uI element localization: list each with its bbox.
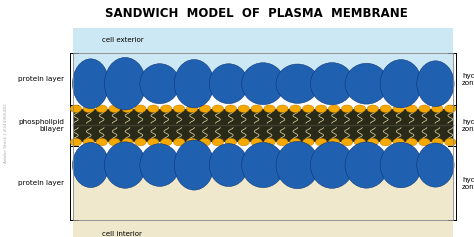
Ellipse shape	[290, 138, 301, 146]
Ellipse shape	[380, 105, 392, 113]
Ellipse shape	[212, 105, 224, 113]
Ellipse shape	[367, 105, 379, 113]
Ellipse shape	[328, 138, 340, 146]
Ellipse shape	[73, 142, 109, 187]
Ellipse shape	[73, 59, 109, 109]
Ellipse shape	[238, 138, 249, 146]
Ellipse shape	[199, 105, 210, 113]
Ellipse shape	[70, 105, 82, 113]
Ellipse shape	[380, 142, 422, 188]
Text: hydrophobic
zone: hydrophobic zone	[462, 119, 474, 132]
Ellipse shape	[264, 138, 275, 146]
Text: protein layer: protein layer	[18, 76, 64, 82]
Bar	[73, 54, 453, 220]
Ellipse shape	[406, 138, 417, 146]
Ellipse shape	[96, 138, 107, 146]
Text: cell interior: cell interior	[102, 231, 142, 237]
Ellipse shape	[238, 105, 249, 113]
Ellipse shape	[393, 105, 404, 113]
Ellipse shape	[328, 105, 340, 113]
Ellipse shape	[174, 59, 214, 108]
Ellipse shape	[380, 59, 422, 108]
Ellipse shape	[83, 105, 94, 113]
Ellipse shape	[345, 142, 388, 188]
Text: phospholipid
bilayer: phospholipid bilayer	[18, 119, 64, 132]
Ellipse shape	[277, 105, 288, 113]
Ellipse shape	[109, 105, 120, 113]
Ellipse shape	[122, 138, 133, 146]
Ellipse shape	[354, 138, 365, 146]
Bar	[73, 109, 453, 142]
Ellipse shape	[135, 105, 146, 113]
Ellipse shape	[367, 138, 379, 146]
Ellipse shape	[445, 138, 456, 146]
Ellipse shape	[242, 142, 284, 188]
Ellipse shape	[140, 144, 180, 186]
Ellipse shape	[251, 105, 262, 113]
Ellipse shape	[140, 64, 180, 104]
Ellipse shape	[310, 63, 354, 105]
Ellipse shape	[242, 63, 284, 105]
Bar	[73, 54, 453, 88]
Ellipse shape	[316, 105, 327, 113]
Ellipse shape	[310, 142, 354, 188]
Text: hydrophilic
zone: hydrophilic zone	[462, 73, 474, 86]
Ellipse shape	[276, 64, 319, 103]
Text: cell exterior: cell exterior	[102, 37, 144, 43]
Ellipse shape	[341, 105, 353, 113]
Ellipse shape	[345, 63, 388, 104]
Ellipse shape	[122, 105, 133, 113]
Ellipse shape	[393, 138, 404, 146]
Ellipse shape	[432, 138, 443, 146]
Ellipse shape	[341, 138, 353, 146]
Bar	[73, 161, 453, 220]
Ellipse shape	[380, 138, 392, 146]
Ellipse shape	[277, 138, 288, 146]
Ellipse shape	[225, 138, 237, 146]
Ellipse shape	[209, 144, 248, 187]
Ellipse shape	[186, 138, 198, 146]
Bar	[73, 28, 453, 54]
Ellipse shape	[161, 105, 172, 113]
Ellipse shape	[70, 138, 82, 146]
Ellipse shape	[147, 105, 159, 113]
Ellipse shape	[419, 105, 430, 113]
Ellipse shape	[251, 138, 262, 146]
Ellipse shape	[135, 138, 146, 146]
Ellipse shape	[96, 105, 107, 113]
Ellipse shape	[161, 138, 172, 146]
Text: protein layer: protein layer	[18, 180, 64, 186]
Ellipse shape	[290, 105, 301, 113]
Ellipse shape	[109, 138, 120, 146]
Ellipse shape	[419, 138, 430, 146]
Ellipse shape	[417, 61, 454, 107]
Ellipse shape	[209, 64, 248, 104]
Ellipse shape	[264, 105, 275, 113]
Ellipse shape	[173, 105, 185, 113]
Ellipse shape	[104, 58, 146, 110]
Ellipse shape	[173, 138, 185, 146]
Ellipse shape	[225, 105, 237, 113]
Ellipse shape	[302, 138, 314, 146]
Text: Adobe Stock | #344966482: Adobe Stock | #344966482	[4, 103, 8, 163]
Bar	[73, 220, 453, 237]
Ellipse shape	[83, 138, 94, 146]
Ellipse shape	[406, 105, 417, 113]
Ellipse shape	[302, 105, 314, 113]
Text: SANDWICH  MODEL  OF  PLASMA  MEMBRANE: SANDWICH MODEL OF PLASMA MEMBRANE	[105, 7, 407, 20]
Text: hydrophilic
zone: hydrophilic zone	[462, 177, 474, 190]
Ellipse shape	[104, 142, 146, 188]
Ellipse shape	[174, 140, 214, 190]
Ellipse shape	[147, 138, 159, 146]
Ellipse shape	[417, 143, 454, 187]
Ellipse shape	[186, 105, 198, 113]
Ellipse shape	[212, 138, 224, 146]
Ellipse shape	[199, 138, 210, 146]
Ellipse shape	[276, 141, 319, 189]
Ellipse shape	[432, 105, 443, 113]
Ellipse shape	[354, 105, 365, 113]
Ellipse shape	[445, 105, 456, 113]
Ellipse shape	[316, 138, 327, 146]
